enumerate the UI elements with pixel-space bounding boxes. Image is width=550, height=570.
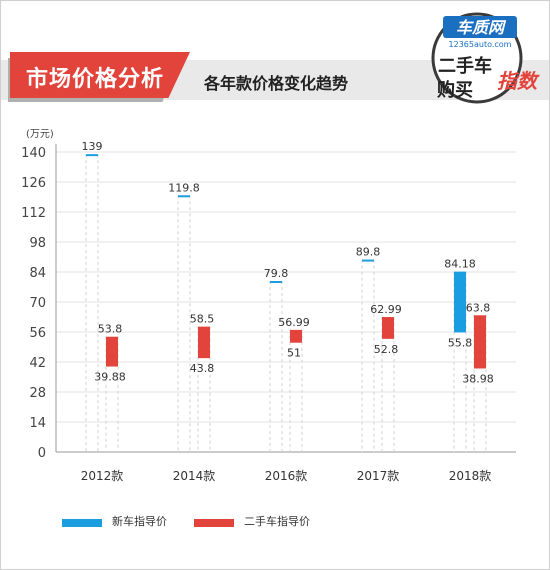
- brand-logo: 车质网 12365auto.com 二手车 购买 指数: [431, 12, 540, 104]
- data-label: 119.8: [168, 181, 200, 194]
- y-tick-label: 140: [21, 146, 46, 161]
- new-car-price-bar: [454, 271, 466, 333]
- x-tick-label: 2016款: [265, 469, 308, 483]
- logo-brand: 车质网: [456, 18, 507, 37]
- new-car-price-bar: [86, 154, 98, 157]
- used-car-price-bar: [106, 336, 118, 367]
- y-tick-label: 56: [29, 326, 46, 341]
- used-car-price-bar: [290, 329, 302, 343]
- y-tick-label: 84: [29, 266, 46, 281]
- y-tick-label: 112: [21, 206, 46, 221]
- logo-line2: 购买: [437, 79, 473, 101]
- used-car-price-bar: [474, 315, 486, 369]
- logo-line1: 二手车: [438, 55, 492, 77]
- data-label: 55.8: [448, 336, 473, 349]
- page-title: 市场价格分析: [26, 67, 165, 92]
- logo-url: 12365auto.com: [449, 40, 512, 49]
- data-label: 53.8: [98, 323, 123, 336]
- data-label: 39.88: [94, 371, 126, 384]
- legend-label-new-car: 新车指导价: [112, 515, 167, 528]
- new-car-price-bar: [362, 259, 374, 262]
- data-label: 43.8: [190, 362, 215, 375]
- x-tick-label: 2014款: [173, 469, 216, 483]
- data-label: 38.98: [462, 372, 494, 385]
- legend-swatch-used-car: [194, 519, 234, 527]
- x-tick-label: 2012款: [81, 469, 124, 483]
- data-label: 62.99: [370, 303, 402, 316]
- y-tick-label: 70: [29, 296, 46, 311]
- data-label: 63.8: [466, 301, 491, 314]
- new-car-price-bar: [178, 195, 190, 198]
- page-subtitle: 各年款价格变化趋势: [204, 74, 349, 93]
- data-label: 139: [82, 140, 103, 153]
- new-car-price-bar: [270, 281, 282, 283]
- data-label: 84.18: [444, 258, 476, 271]
- logo-badge: 指数: [497, 69, 540, 93]
- data-label: 52.8: [374, 343, 399, 356]
- x-tick-label: 2018款: [449, 469, 492, 483]
- data-label: 58.5: [190, 313, 215, 326]
- data-label: 89.8: [356, 246, 381, 259]
- title-tab: [10, 52, 190, 98]
- y-tick-label: 28: [29, 386, 46, 401]
- y-tick-label: 0: [38, 446, 46, 461]
- used-car-price-bar: [382, 317, 394, 339]
- data-label: 51: [287, 347, 301, 360]
- x-tick-label: 2017款: [357, 469, 400, 483]
- data-label: 79.8: [264, 267, 289, 280]
- used-car-price-bar: [198, 326, 210, 359]
- y-tick-label: 126: [21, 176, 46, 191]
- data-label: 56.99: [278, 316, 310, 329]
- y-tick-label: 42: [29, 356, 46, 371]
- legend-swatch-new-car: [62, 519, 102, 527]
- legend-label-used-car: 二手车指导价: [244, 515, 310, 528]
- y-tick-label: 14: [29, 416, 46, 431]
- y-tick-label: 98: [29, 236, 46, 251]
- y-axis-label: (万元): [26, 129, 54, 140]
